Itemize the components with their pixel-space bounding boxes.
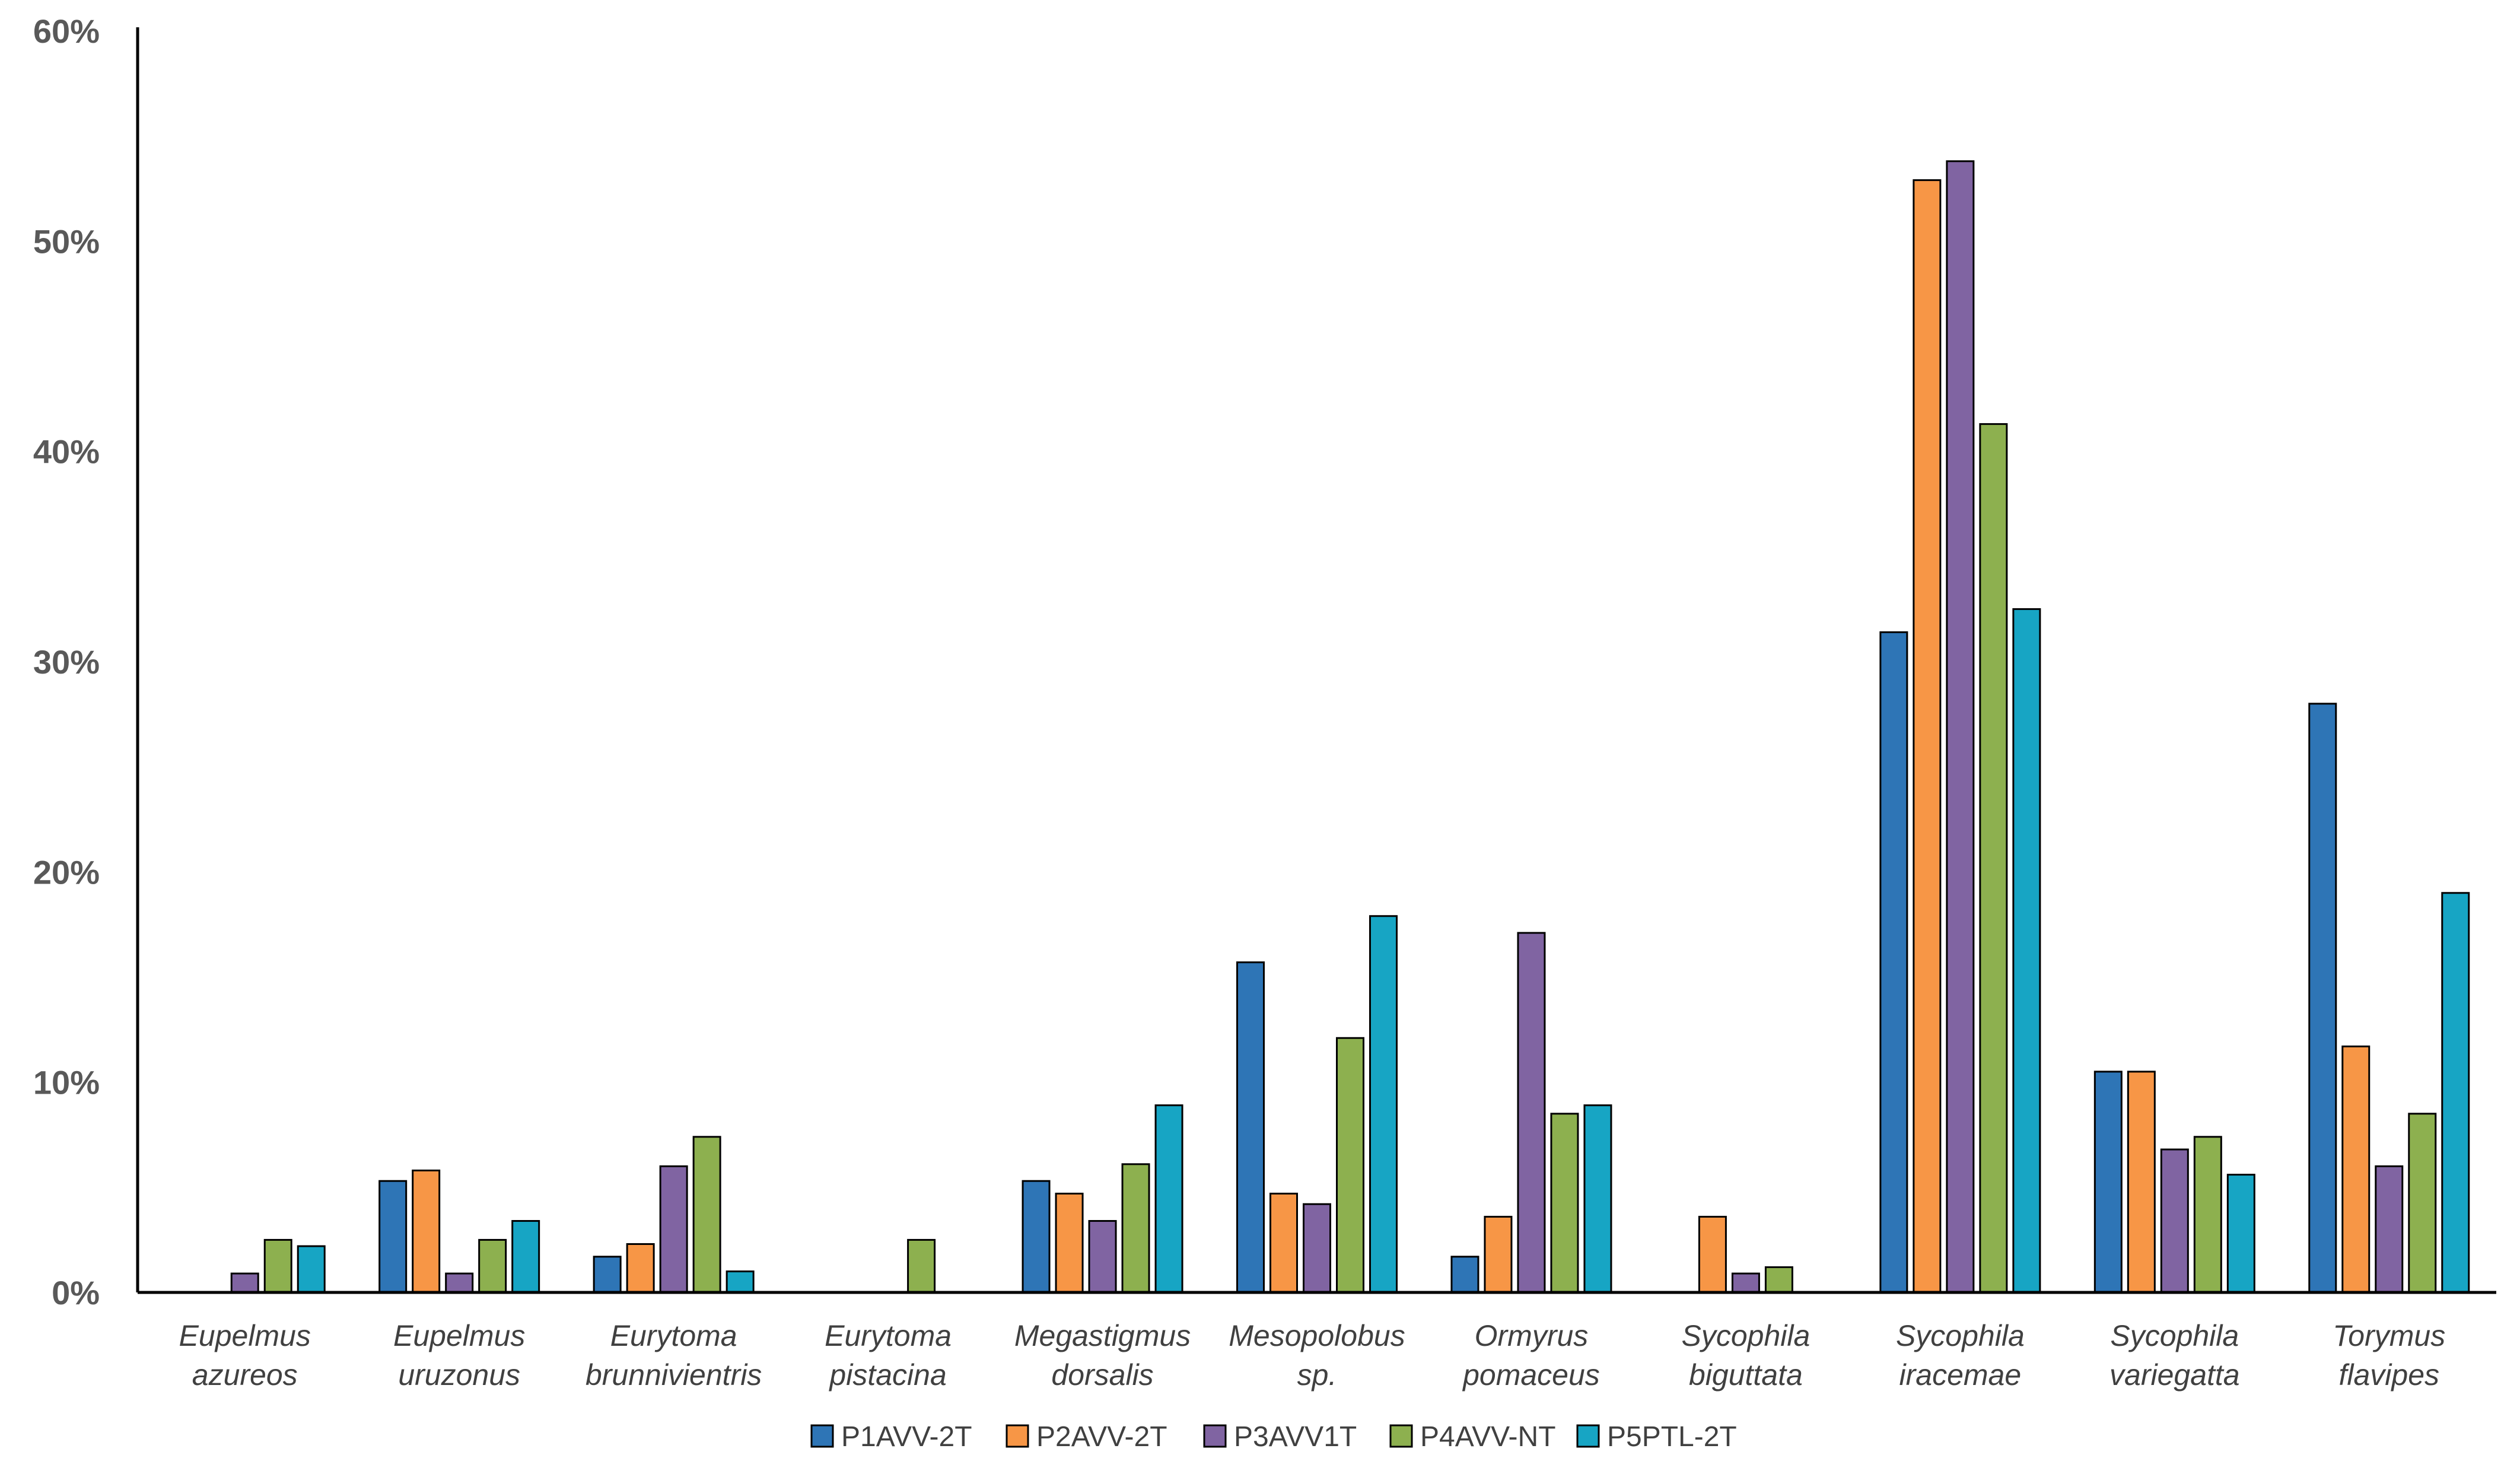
bar	[1088, 1220, 1117, 1294]
bar	[1583, 1104, 1612, 1294]
bar	[1450, 1256, 1479, 1294]
x-tick-label: Ormyrus	[1475, 1319, 1589, 1352]
bar	[2408, 1113, 2437, 1294]
bar	[1269, 1192, 1298, 1294]
y-tick-label: 0%	[52, 1274, 100, 1311]
bar	[297, 1245, 326, 1294]
legend-label: P1AVV-2T	[841, 1421, 972, 1453]
bar	[593, 1256, 622, 1294]
bar	[511, 1220, 540, 1294]
x-tick-label: pistacina	[828, 1358, 946, 1392]
legend-swatch	[1006, 1424, 1029, 1448]
y-tick-label: 20%	[33, 853, 100, 891]
bar	[659, 1165, 688, 1294]
x-tick-label: biguttata	[1689, 1358, 1803, 1392]
bar	[445, 1272, 474, 1294]
bar	[1369, 915, 1398, 1294]
bar	[726, 1270, 755, 1294]
legend-label: P3AVV1T	[1234, 1421, 1357, 1453]
legend-swatch	[810, 1424, 834, 1448]
bar	[1764, 1266, 1793, 1294]
bar	[263, 1238, 292, 1294]
bar	[2375, 1165, 2404, 1294]
legend-swatch	[1576, 1424, 1600, 1448]
y-tick-label: 10%	[33, 1064, 100, 1101]
bar	[2127, 1070, 2156, 1294]
x-tick-label: Megastigmus	[1014, 1319, 1191, 1352]
x-tick-label: Mesopolobus	[1229, 1319, 1405, 1352]
legend-label: P4AVV-NT	[1420, 1421, 1556, 1453]
bar	[2308, 703, 2337, 1294]
bar	[1979, 423, 2008, 1294]
bar	[2226, 1174, 2255, 1294]
bar	[626, 1243, 655, 1294]
x-tick-label: iracemae	[1899, 1358, 2022, 1392]
y-tick-label: 40%	[33, 433, 100, 471]
x-tick-label: brunnivientris	[586, 1358, 762, 1392]
bar	[1022, 1180, 1051, 1294]
bar	[1913, 179, 1942, 1294]
x-tick-label: Eurytoma	[825, 1319, 952, 1352]
bar	[1517, 932, 1546, 1294]
y-tick-label: 50%	[33, 223, 100, 260]
bar	[2012, 608, 2041, 1294]
bar	[1731, 1272, 1760, 1294]
bar	[478, 1238, 507, 1294]
x-tick-label: Sycophila	[2110, 1319, 2239, 1352]
legend-label: P5PTL-2T	[1607, 1421, 1737, 1453]
bar	[907, 1238, 936, 1294]
legend-label: P2AVV-2T	[1036, 1421, 1167, 1453]
x-tick-label: variegatta	[2109, 1358, 2240, 1392]
y-axis-tick-labels: 0% 10% 20% 30% 40% 50% 60%	[33, 12, 100, 1311]
x-tick-label: dorsalis	[1051, 1358, 1153, 1392]
y-tick-label: 30%	[33, 643, 100, 681]
bar	[1550, 1113, 1579, 1294]
bar	[2160, 1148, 2189, 1294]
bar	[378, 1180, 408, 1294]
bar	[2093, 1070, 2123, 1294]
x-tick-label: flavipes	[2339, 1358, 2440, 1392]
bar	[2193, 1136, 2222, 1294]
x-tick-label: Eupelmus	[393, 1319, 525, 1352]
x-tick-label: Sycophila	[1896, 1319, 2025, 1352]
bar	[2341, 1045, 2371, 1294]
bar	[692, 1136, 721, 1294]
x-tick-label: Sycophila	[1682, 1319, 1811, 1352]
x-tick-label: azureos	[192, 1358, 298, 1392]
x-tick-label: Eurytoma	[610, 1319, 737, 1352]
legend-swatch	[1203, 1424, 1227, 1448]
legend: P1AVV-2T P2AVV-2T P3AVV1T P4AVV-NT P5PTL-2T	[810, 1421, 1737, 1453]
x-tick-label: Eupelmus	[179, 1319, 311, 1352]
x-tick-label: uruzonus	[398, 1358, 520, 1392]
bar	[1303, 1203, 1331, 1294]
bar	[1879, 631, 1908, 1294]
bar	[412, 1169, 441, 1294]
bar	[1336, 1037, 1364, 1294]
legend-swatch	[1389, 1424, 1413, 1448]
bar	[1698, 1215, 1727, 1294]
bar	[1055, 1192, 1084, 1294]
x-tick-label: sp.	[1297, 1358, 1337, 1392]
x-tick-label: pomaceus	[1462, 1358, 1600, 1392]
bar	[1484, 1215, 1513, 1294]
x-tick-label: Torymus	[2333, 1319, 2445, 1352]
bar	[1236, 961, 1265, 1294]
x-axis-tick-labels: Eupelmus azureos Eupelmus uruzonus Eurytoma b…	[179, 1319, 2446, 1392]
bar	[1121, 1163, 1150, 1294]
bar	[230, 1272, 259, 1294]
y-tick-label: 60%	[33, 12, 100, 50]
bar	[2441, 892, 2470, 1294]
bar	[1154, 1104, 1183, 1294]
bars	[230, 160, 2470, 1294]
bar	[1946, 160, 1975, 1294]
